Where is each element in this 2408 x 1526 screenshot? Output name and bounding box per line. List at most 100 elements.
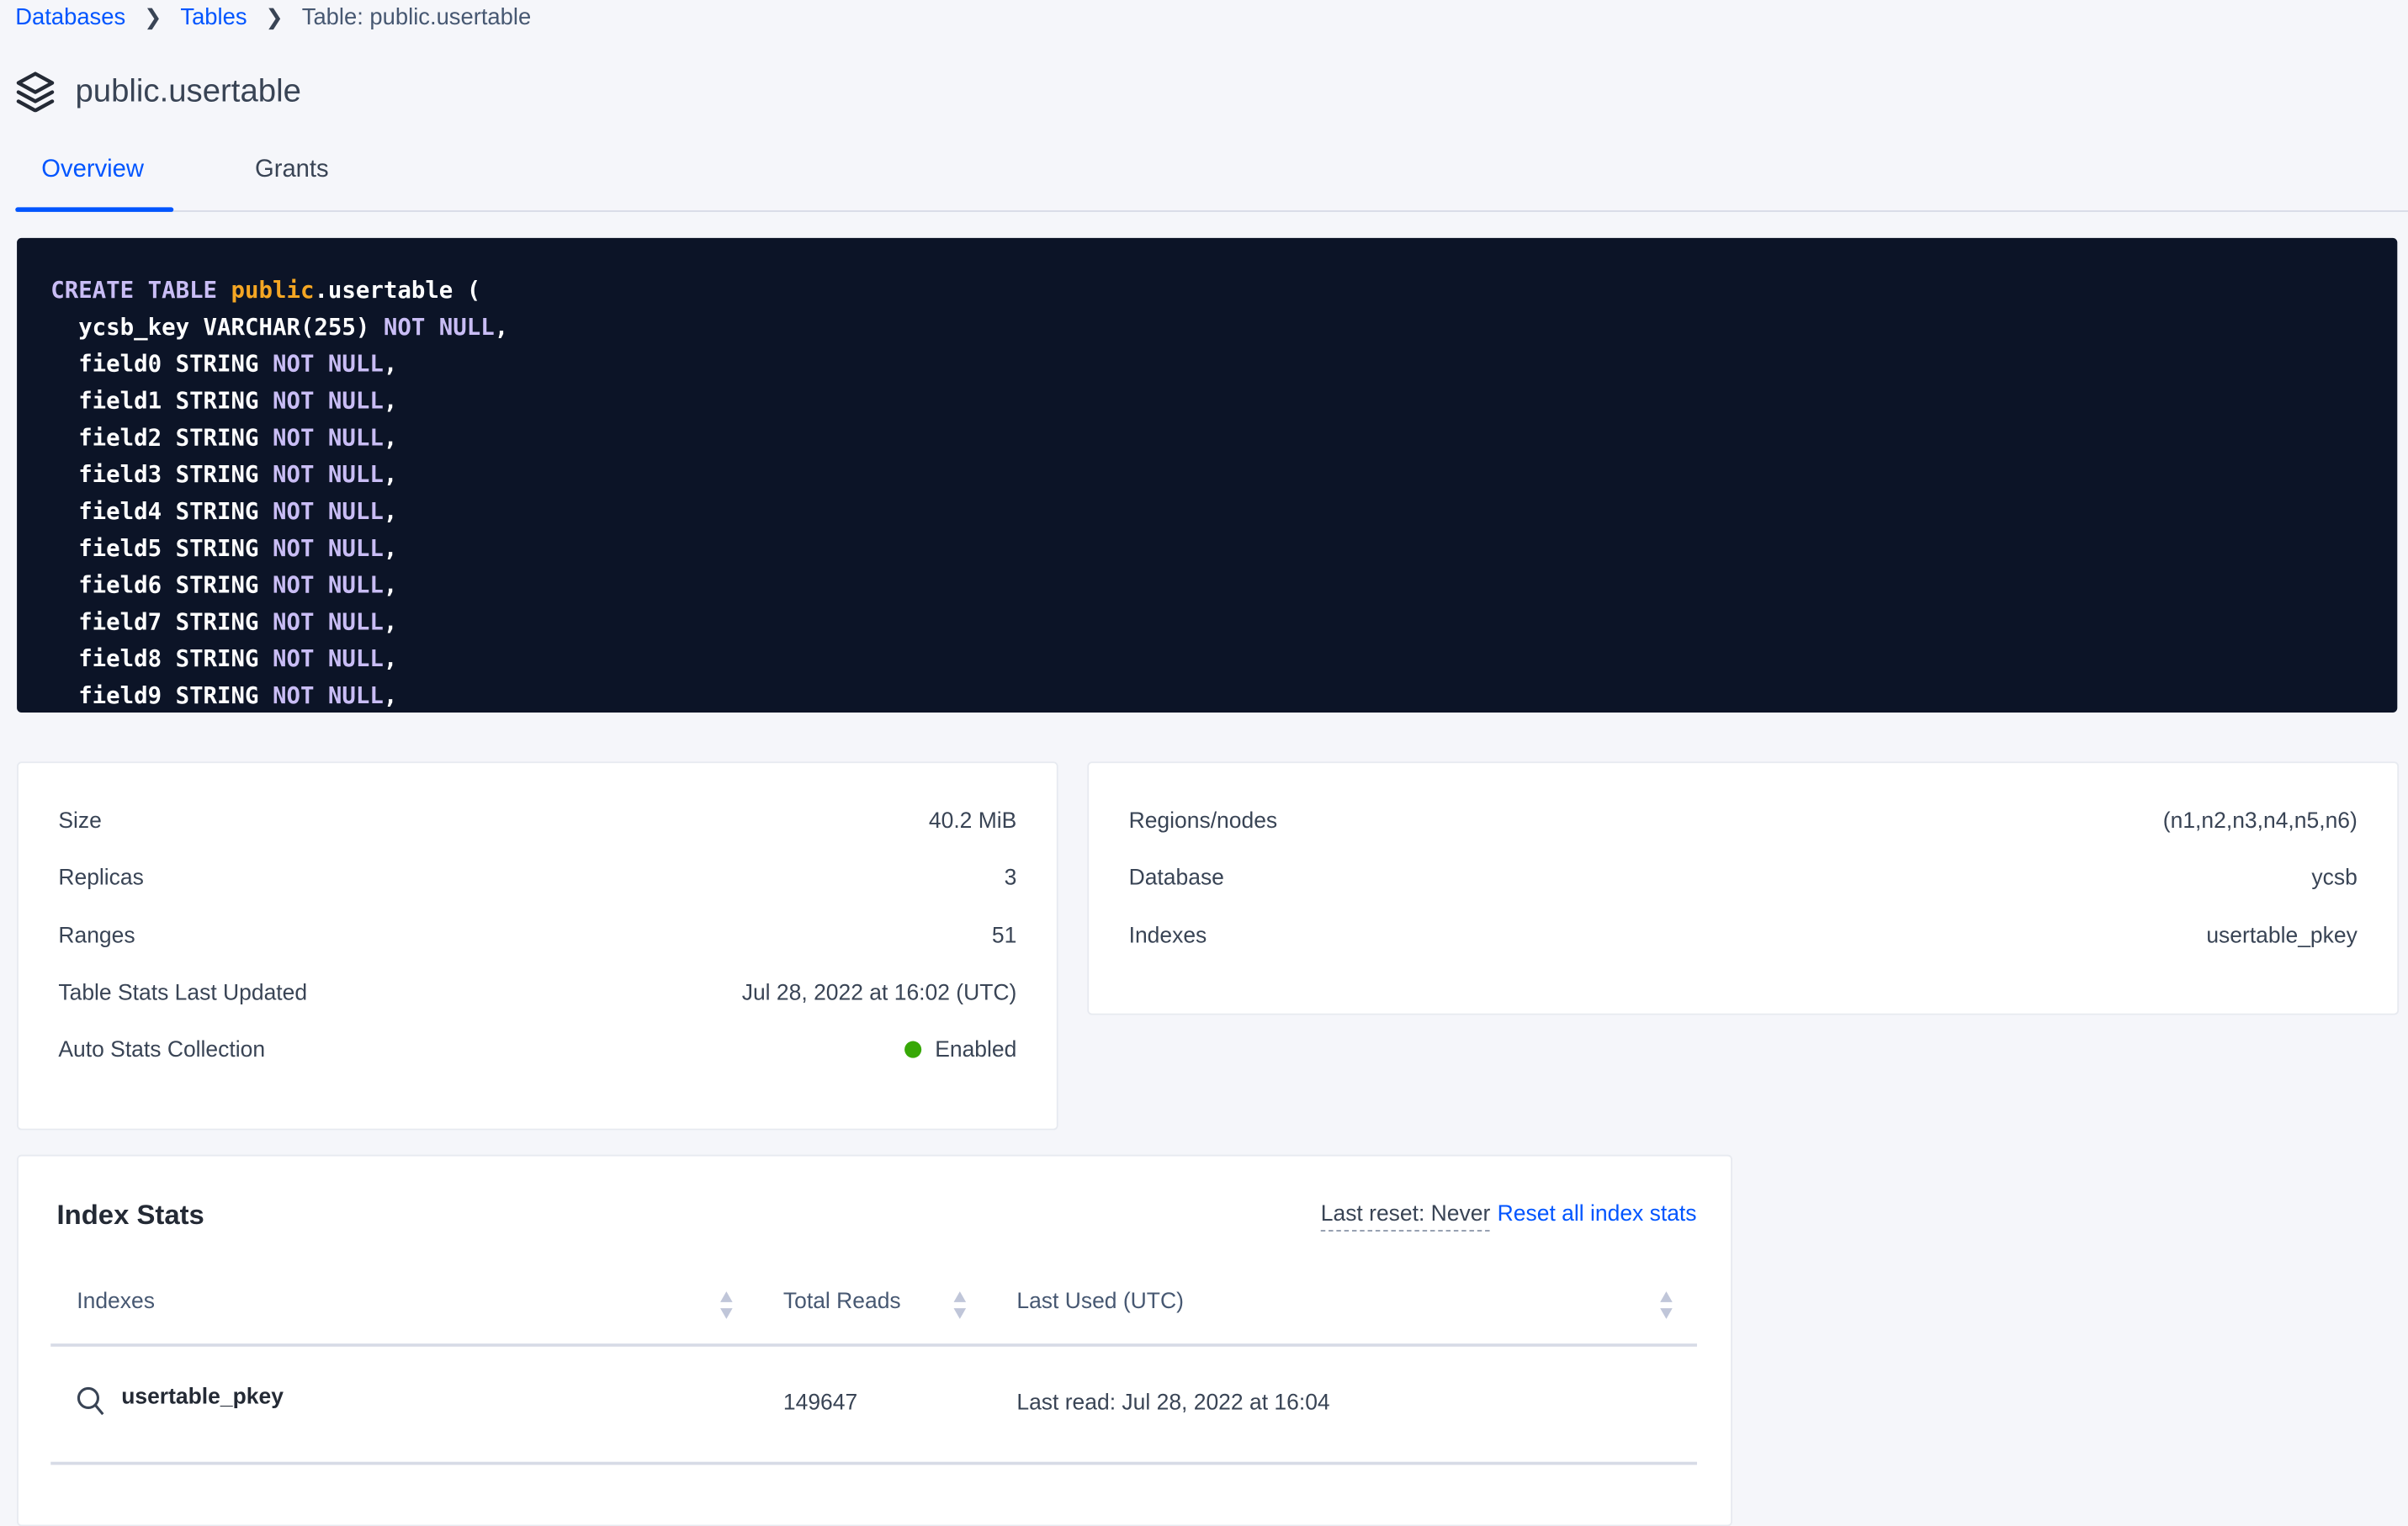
code-token: usertable ( [327, 276, 481, 305]
code-token: NOT NULL [272, 386, 384, 415]
breadcrumb-current: Table: public.usertable [301, 4, 532, 31]
breadcrumb-tables[interactable]: Tables [180, 4, 247, 31]
sort-icon[interactable] [953, 1291, 967, 1319]
last-reset-text: Last reset: Never [1320, 1202, 1491, 1232]
stat-value: 51 [992, 924, 1016, 948]
code-line: field4 STRING NOT NULL, [50, 493, 2363, 530]
code-token: NOT NULL [383, 313, 495, 342]
code-token: . [314, 276, 328, 305]
code-line: field9 STRING NOT NULL, [50, 677, 2363, 713]
code-token: field7 STRING [50, 607, 273, 636]
code-token: NOT NULL [272, 607, 384, 636]
code-token: , [383, 386, 398, 415]
code-token: , [383, 423, 398, 452]
stack-icon [16, 72, 55, 113]
chevron-right-icon: ❯ [265, 4, 284, 29]
code-token: , [383, 350, 398, 379]
code-token: field5 STRING [50, 534, 273, 563]
stat-row: Table Stats Last Updated Jul 28, 2022 at … [58, 981, 1016, 1005]
page-header: public.usertable [15, 71, 301, 113]
sort-icon[interactable] [1660, 1291, 1673, 1319]
stat-value: 3 [1005, 866, 1017, 891]
breadcrumb-databases[interactable]: Databases [15, 4, 126, 31]
stat-row: Replicas 3 [58, 866, 1016, 891]
code-token: NOT NULL [272, 681, 384, 710]
stat-value: Jul 28, 2022 at 16:02 (UTC) [742, 981, 1017, 1005]
code-token: field0 STRING [50, 350, 273, 379]
stat-value-text: ycsb [2311, 866, 2358, 892]
code-token: public [231, 276, 315, 305]
last-used-value: Last read: Jul 28, 2022 at 16:04 [1016, 1391, 1330, 1416]
stat-row: Size 40.2 MiB [58, 809, 1016, 834]
stat-label: Ranges [58, 924, 135, 949]
index-name-link[interactable]: usertable_pkey [121, 1385, 284, 1410]
stat-label: Table Stats Last Updated [58, 981, 308, 1006]
code-token: NOT NULL [272, 644, 384, 673]
code-token: field1 STRING [50, 386, 273, 415]
stat-row: Auto Stats Collection Enabled [58, 1038, 1016, 1062]
tab-grants[interactable]: Grants [254, 156, 329, 183]
stat-value-text: usertable_pkey [2206, 924, 2358, 949]
code-token: NOT NULL [272, 460, 384, 489]
stat-value-text: Jul 28, 2022 at 16:02 (UTC) [741, 981, 1017, 1006]
code-token: field4 STRING [50, 497, 273, 526]
stat-value: Enabled [904, 1038, 1017, 1063]
code-token: , [383, 460, 398, 489]
code-token: NOT NULL [272, 571, 384, 599]
code-token: , [494, 313, 509, 342]
code-token: ycsb_key VARCHAR(255) [50, 313, 384, 342]
code-line: ycsb_key VARCHAR(255) NOT NULL, [50, 309, 2363, 346]
create-statement-code-block: CREATE TABLE public.usertable ( ycsb_key… [17, 237, 2398, 713]
active-tab-indicator [15, 207, 174, 212]
table-details-card: Regions/nodes (n1,n2,n3,n4,n5,n6) Database… [1087, 761, 2400, 1015]
code-token: field8 STRING [50, 644, 273, 673]
stat-row: Indexes usertable_pkey [1129, 924, 2358, 948]
code-token: , [383, 644, 398, 673]
stat-row: Regions/nodes (n1,n2,n3,n4,n5,n6) [1129, 809, 2358, 834]
code-token: field3 STRING [50, 460, 273, 489]
code-token: , [383, 571, 398, 599]
stat-value: usertable_pkey [2206, 924, 2358, 948]
code-line: CREATE TABLE public.usertable ( [50, 272, 2363, 309]
column-header-last-used[interactable]: Last Used (UTC) [1016, 1290, 1184, 1315]
code-token: NOT NULL [272, 350, 384, 379]
code-line: field8 STRING NOT NULL, [50, 640, 2363, 677]
code-token: , [383, 681, 398, 710]
stat-value: 40.2 MiB [929, 809, 1016, 834]
code-token: NOT NULL [272, 423, 384, 452]
code-line: field6 STRING NOT NULL, [50, 567, 2363, 604]
code-line: field3 STRING NOT NULL, [50, 456, 2363, 493]
stat-value: (n1,n2,n3,n4,n5,n6) [2163, 809, 2358, 834]
code-token: field2 STRING [50, 423, 273, 452]
stat-label: Replicas [58, 866, 144, 892]
code-line: field7 STRING NOT NULL, [50, 603, 2363, 640]
chevron-right-icon: ❯ [144, 4, 162, 29]
code-line: field2 STRING NOT NULL, [50, 419, 2363, 456]
stat-row: Database ycsb [1129, 866, 2358, 891]
tab-overview[interactable]: Overview [41, 156, 145, 183]
code-line: field5 STRING NOT NULL, [50, 530, 2363, 567]
column-header-total-reads[interactable]: Total Reads [782, 1290, 901, 1315]
code-line: field0 STRING NOT NULL, [50, 346, 2363, 383]
stat-label: Size [58, 808, 102, 835]
stat-row: Ranges 51 [58, 924, 1016, 948]
stat-label: Regions/nodes [1128, 808, 1278, 835]
code-token: field9 STRING [50, 681, 273, 710]
tab-bar: Overview Grants [15, 151, 2408, 212]
code-token: , [383, 534, 398, 563]
column-header-indexes[interactable]: Indexes [77, 1290, 155, 1315]
stat-value-text: 3 [1004, 866, 1017, 892]
stat-value-text: Enabled [935, 1038, 1017, 1063]
search-icon [77, 1386, 104, 1416]
code-token: NOT NULL [272, 534, 384, 563]
code-token: field6 STRING [50, 571, 273, 599]
stat-value: ycsb [2311, 866, 2357, 891]
code-token: NOT NULL [272, 497, 384, 526]
total-reads-value: 149647 [782, 1391, 858, 1416]
stat-label: Auto Stats Collection [58, 1038, 266, 1063]
sort-icon[interactable] [720, 1291, 733, 1319]
table-header-divider [50, 1343, 1697, 1347]
reset-index-stats-link[interactable]: Reset all index stats [1497, 1202, 1697, 1227]
breadcrumb: Databases ❯ Tables ❯ Table: public.usert… [15, 4, 531, 30]
page-title: public.usertable [75, 72, 301, 109]
